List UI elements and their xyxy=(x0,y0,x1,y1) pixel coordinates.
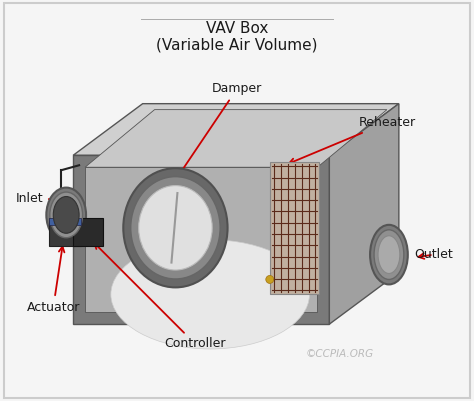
Ellipse shape xyxy=(53,196,79,233)
Bar xyxy=(49,218,81,225)
Circle shape xyxy=(266,275,274,284)
Ellipse shape xyxy=(50,192,82,238)
Text: ©CCPIA.ORG: ©CCPIA.ORG xyxy=(305,349,374,359)
Ellipse shape xyxy=(131,177,220,279)
Text: Reheater: Reheater xyxy=(289,116,416,164)
Polygon shape xyxy=(329,104,399,324)
Polygon shape xyxy=(85,109,387,167)
Text: Inlet: Inlet xyxy=(16,192,62,205)
Polygon shape xyxy=(85,167,318,312)
Text: Damper: Damper xyxy=(178,82,262,176)
Text: (Variable Air Volume): (Variable Air Volume) xyxy=(156,37,318,52)
Text: VAV Box: VAV Box xyxy=(206,21,268,36)
Polygon shape xyxy=(73,155,329,324)
Text: Controller: Controller xyxy=(94,243,226,350)
Text: Actuator: Actuator xyxy=(27,247,80,314)
Ellipse shape xyxy=(374,230,404,279)
Bar xyxy=(270,162,319,294)
Ellipse shape xyxy=(123,168,228,288)
Ellipse shape xyxy=(46,188,86,242)
Ellipse shape xyxy=(111,240,310,349)
Ellipse shape xyxy=(370,225,408,284)
Ellipse shape xyxy=(139,186,212,270)
Bar xyxy=(73,218,103,246)
Text: Outlet: Outlet xyxy=(414,248,453,261)
Bar xyxy=(49,218,81,246)
Ellipse shape xyxy=(378,236,400,273)
Polygon shape xyxy=(73,104,399,155)
